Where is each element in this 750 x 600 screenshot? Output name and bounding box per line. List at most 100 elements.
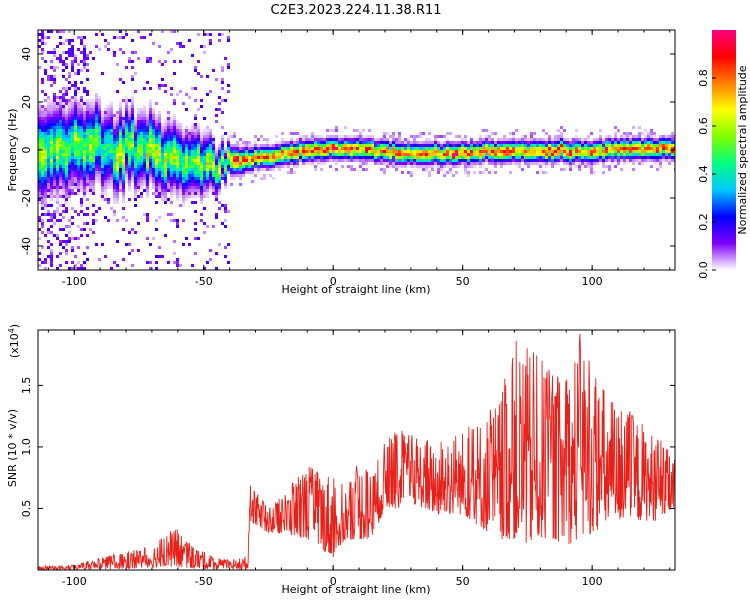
spectrogram-cell <box>107 198 110 201</box>
spectrogram-cell <box>80 111 83 114</box>
spectrogram-cell <box>134 180 137 183</box>
spectrogram-cell <box>371 156 374 159</box>
spectrogram-cell <box>71 237 74 240</box>
spectrogram-cell <box>89 135 92 138</box>
spectrogram-cell <box>545 132 548 135</box>
spectrogram-cell <box>125 138 128 141</box>
spectrogram-cell <box>47 168 50 171</box>
spectrogram-cell <box>530 141 533 144</box>
spectrogram-cell <box>113 213 116 216</box>
spectrogram-cell <box>359 144 362 147</box>
spectrogram-cell <box>233 168 236 171</box>
spectrogram-cell <box>209 165 212 168</box>
spectrogram-cell <box>137 171 140 174</box>
spectrogram-cell <box>173 135 176 138</box>
spectrogram-cell <box>149 129 152 132</box>
spectrogram-cell <box>128 60 131 63</box>
spectrogram-cell <box>161 150 164 153</box>
spectrogram-cell <box>263 162 266 165</box>
spectrogram-cell <box>122 186 125 189</box>
spectrogram-cell <box>230 147 233 150</box>
spectrogram-cell <box>128 189 131 192</box>
spectrogram-cell <box>86 105 89 108</box>
spectrogram-cell <box>107 162 110 165</box>
spectrogram-cell <box>176 147 179 150</box>
spectrogram-cell <box>569 147 572 150</box>
spectrogram-cell <box>77 246 80 249</box>
spectrogram-cell <box>89 150 92 153</box>
spectrogram-cell <box>152 174 155 177</box>
spectrogram-cell <box>65 120 68 123</box>
spectrogram-cell <box>335 153 338 156</box>
spectrogram-cell <box>455 162 458 165</box>
spectrogram-cell <box>110 126 113 129</box>
spectrogram-cell <box>149 156 152 159</box>
spectrogram-cell <box>641 156 644 159</box>
spectrogram-cell <box>212 186 215 189</box>
spectrogram-cell <box>44 180 47 183</box>
spectrogram-cell <box>80 189 83 192</box>
spectrogram-cell <box>95 102 98 105</box>
spectrogram-cell <box>230 150 233 153</box>
spectrogram-cell <box>587 144 590 147</box>
spectrogram-cell <box>44 207 47 210</box>
spectrogram-cell <box>542 129 545 132</box>
spectrogram-cell <box>569 168 572 171</box>
spectrogram-cell <box>590 153 593 156</box>
spectrogram-cell <box>251 180 254 183</box>
spectrogram-cell <box>161 180 164 183</box>
spectrogram-cell <box>518 150 521 153</box>
spectrogram-cell <box>578 153 581 156</box>
spectrogram-cell <box>59 159 62 162</box>
spectrogram-cell <box>98 105 101 108</box>
spectrogram-cell <box>401 147 404 150</box>
spectrogram-cell <box>173 183 176 186</box>
spectrogram-cell <box>593 138 596 141</box>
spectrogram-cell <box>560 147 563 150</box>
spectrogram-cell <box>146 111 149 114</box>
spectrogram-cell <box>83 195 86 198</box>
spectrogram-cell <box>320 147 323 150</box>
spectrogram-cell <box>38 237 41 240</box>
spectrogram-cell <box>467 153 470 156</box>
spectrogram-cell <box>191 129 194 132</box>
spectrogram-cell <box>563 153 566 156</box>
spectrogram-cell <box>167 114 170 117</box>
spectrogram-cell <box>62 126 65 129</box>
spectrogram-cell <box>185 141 188 144</box>
spectrogram-cell <box>86 90 89 93</box>
spectrogram-cell <box>659 147 662 150</box>
spectrogram-cell <box>359 156 362 159</box>
spectrogram-cell <box>212 150 215 153</box>
spectrogram-cell <box>152 141 155 144</box>
spectrogram-cell <box>500 144 503 147</box>
spectrogram-cell <box>164 189 167 192</box>
spectrogram-cell <box>65 180 68 183</box>
spectrogram-cell <box>56 141 59 144</box>
spectrogram-cell <box>77 174 80 177</box>
spectrogram-cell <box>260 168 263 171</box>
spectrogram-cell <box>401 156 404 159</box>
spectrogram-cell <box>569 159 572 162</box>
spectrogram-cell <box>221 177 224 180</box>
spectrogram-cell <box>641 147 644 150</box>
spectrogram-cell <box>599 159 602 162</box>
spectrogram-cell <box>278 165 281 168</box>
spectrogram-cell <box>314 156 317 159</box>
spectrogram-cell <box>44 108 47 111</box>
spectrogram-cell <box>116 156 119 159</box>
spectrogram-cell <box>329 159 332 162</box>
spectrogram-cell <box>281 150 284 153</box>
spectrogram-cell <box>344 135 347 138</box>
spectrogram-cell <box>152 192 155 195</box>
spectrogram-cell <box>302 141 305 144</box>
spectrogram-cell <box>50 183 53 186</box>
spectrogram-cell <box>107 147 110 150</box>
spectrogram-cell <box>41 171 44 174</box>
spectrogram-cell <box>305 162 308 165</box>
spectrogram-cell <box>596 144 599 147</box>
spectrogram-cell <box>251 168 254 171</box>
spectrogram-cell <box>416 141 419 144</box>
spectrogram-cell <box>173 165 176 168</box>
spectrogram-cell <box>383 159 386 162</box>
